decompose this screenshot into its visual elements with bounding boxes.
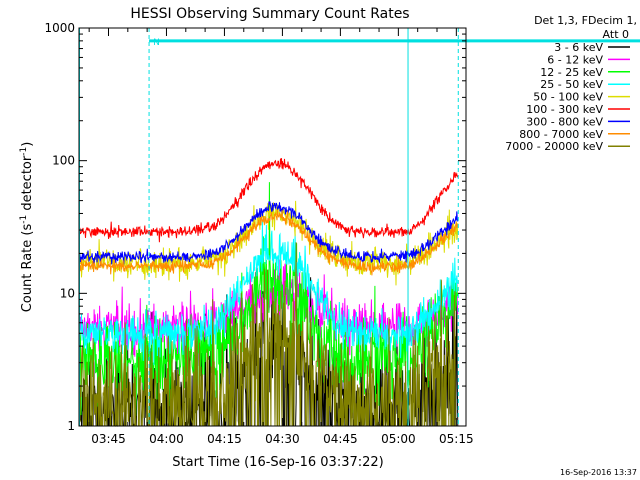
series-800-7000-kev bbox=[78, 209, 459, 276]
legend-label: 25 - 50 keV bbox=[540, 78, 603, 91]
x-tick-label: 04:15 bbox=[207, 432, 242, 446]
plot-frame bbox=[78, 27, 467, 427]
y-tick-label: 1 bbox=[67, 419, 75, 433]
x-tick-label: 05:15 bbox=[439, 432, 474, 446]
legend-header-line1: Det 1,3, FDecim 1, bbox=[534, 14, 637, 27]
legend-label: 3 - 6 keV bbox=[554, 41, 603, 54]
night-saa-markers: N bbox=[79, 28, 640, 426]
x-tick-label: 04:00 bbox=[149, 432, 184, 446]
legend-label: 300 - 800 keV bbox=[526, 115, 603, 128]
y-tick-label: 10 bbox=[60, 286, 75, 300]
series-line bbox=[78, 201, 459, 267]
series-100-300-kev bbox=[78, 158, 459, 243]
footer-timestamp: 16-Sep-2016 13:37 bbox=[560, 468, 637, 477]
x-tick-label: 04:30 bbox=[265, 432, 300, 446]
x-axis-label: Start Time (16-Sep-16 03:37:22) bbox=[172, 455, 383, 470]
chart-title: HESSI Observing Summary Count Rates bbox=[130, 6, 409, 22]
y-axis-label: Count Rate (s-1 detector-1) bbox=[19, 142, 35, 313]
series-25-50-kev bbox=[78, 219, 459, 380]
legend-label: 7000 - 20000 keV bbox=[505, 140, 603, 153]
y-tick-label: 1000 bbox=[44, 21, 75, 35]
legend-label: 6 - 12 keV bbox=[547, 53, 603, 66]
legend-label: 800 - 7000 keV bbox=[519, 128, 603, 141]
series-line bbox=[78, 219, 459, 380]
night-marker-label: N bbox=[153, 38, 160, 48]
x-tick-label: 04:45 bbox=[323, 432, 358, 446]
series-line bbox=[78, 209, 459, 276]
series-line bbox=[78, 158, 459, 243]
y-tick-label: 100 bbox=[52, 154, 75, 168]
legend-header-line2: Att 0 bbox=[603, 28, 629, 41]
series-line bbox=[78, 200, 459, 286]
x-tick-label: 03:45 bbox=[91, 432, 126, 446]
legend-label: 100 - 300 keV bbox=[526, 103, 603, 116]
legend-label: 50 - 100 keV bbox=[533, 91, 603, 104]
legend-label: 12 - 25 keV bbox=[540, 66, 603, 79]
x-tick-label: 05:00 bbox=[381, 432, 416, 446]
series-50-100-kev bbox=[78, 200, 459, 286]
axes: 1 10 100 1000 03:45 04:00 04:15 04:30 04:45 05:00… bbox=[44, 21, 473, 446]
series-300-800-kev bbox=[78, 201, 459, 267]
